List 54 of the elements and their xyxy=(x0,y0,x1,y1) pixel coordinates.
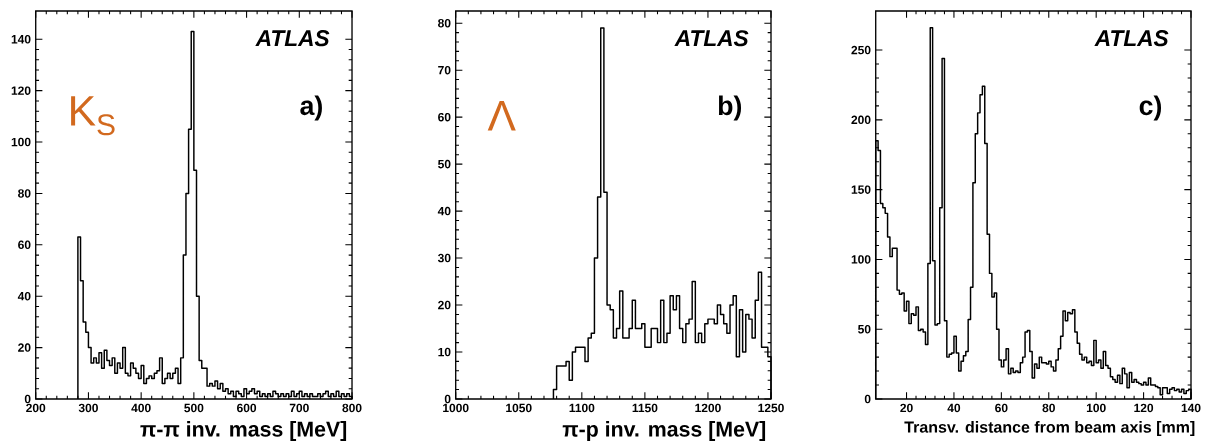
y-tick-label: 140 xyxy=(11,35,31,44)
y-tick-label: 0 xyxy=(24,394,31,404)
x-tick-label: 1200 xyxy=(695,403,721,413)
y-tick-label: 20 xyxy=(438,300,451,310)
y-tick-label: 250 xyxy=(851,45,871,55)
y-tick-label: 70 xyxy=(438,65,451,75)
x-tick-label: 200 xyxy=(26,403,46,413)
y-tick-label: 120 xyxy=(11,86,31,95)
x-tick-label: 60 xyxy=(995,403,1008,413)
x-axis-title: Transv. distance from beam axis [mm] xyxy=(904,421,1195,436)
x-tick-label: 700 xyxy=(289,403,309,413)
x-axis-title: π-p inv. mass [MeV] xyxy=(562,421,766,441)
annotation: a) xyxy=(300,95,322,121)
annotation: ATLAS xyxy=(255,30,330,47)
x-tick-label: 400 xyxy=(131,403,151,413)
annotation: b) xyxy=(718,95,742,121)
x-tick-label: 120 xyxy=(1134,403,1154,413)
y-tick-label: 50 xyxy=(858,324,871,334)
y-tick-label: 40 xyxy=(437,206,451,216)
x-tick-label: 1000 xyxy=(443,403,469,413)
y-tick-label: 60 xyxy=(438,112,451,122)
y-tick-label: 40 xyxy=(17,291,31,301)
y-tick-label: 0 xyxy=(864,394,871,404)
y-tick-label: 30 xyxy=(437,253,451,263)
y-tick-label: 100 xyxy=(851,255,871,264)
y-tick-label: 150 xyxy=(851,185,871,194)
y-tick-label: 100 xyxy=(11,137,31,147)
x-tick-label: 1150 xyxy=(632,403,658,413)
annotation: Λ xyxy=(487,101,516,131)
x-tick-label: 500 xyxy=(184,403,204,413)
x-tick-label: 20 xyxy=(900,403,913,413)
x-axis-title: π-π inv. mass [MeV] xyxy=(140,421,347,441)
annotation: c) xyxy=(1139,95,1162,121)
annotation: ATLAS xyxy=(674,30,749,47)
annotation: K$_{S}$ xyxy=(71,96,115,136)
x-tick-label: 100 xyxy=(1086,403,1106,413)
x-tick-label: 1250 xyxy=(758,403,784,413)
x-tick-label: 40 xyxy=(947,403,961,413)
x-tick-label: 1100 xyxy=(569,403,595,413)
y-tick-label: 60 xyxy=(18,240,31,250)
y-tick-label: 0 xyxy=(444,394,451,404)
x-tick-label: 600 xyxy=(237,403,257,413)
y-tick-label: 80 xyxy=(18,189,31,198)
y-tick-label: 20 xyxy=(18,343,31,352)
y-tick-label: 50 xyxy=(438,159,451,169)
x-tick-label: 140 xyxy=(1181,403,1201,413)
x-tick-label: 80 xyxy=(1042,403,1055,413)
x-tick-label: 800 xyxy=(342,403,362,413)
annotation: ATLAS xyxy=(1094,30,1169,47)
y-tick-label: 80 xyxy=(438,18,451,28)
x-tick-label: 1050 xyxy=(506,403,532,413)
x-tick-label: 300 xyxy=(78,403,98,413)
y-tick-label: 200 xyxy=(851,115,871,125)
y-tick-label: 10 xyxy=(438,347,451,357)
